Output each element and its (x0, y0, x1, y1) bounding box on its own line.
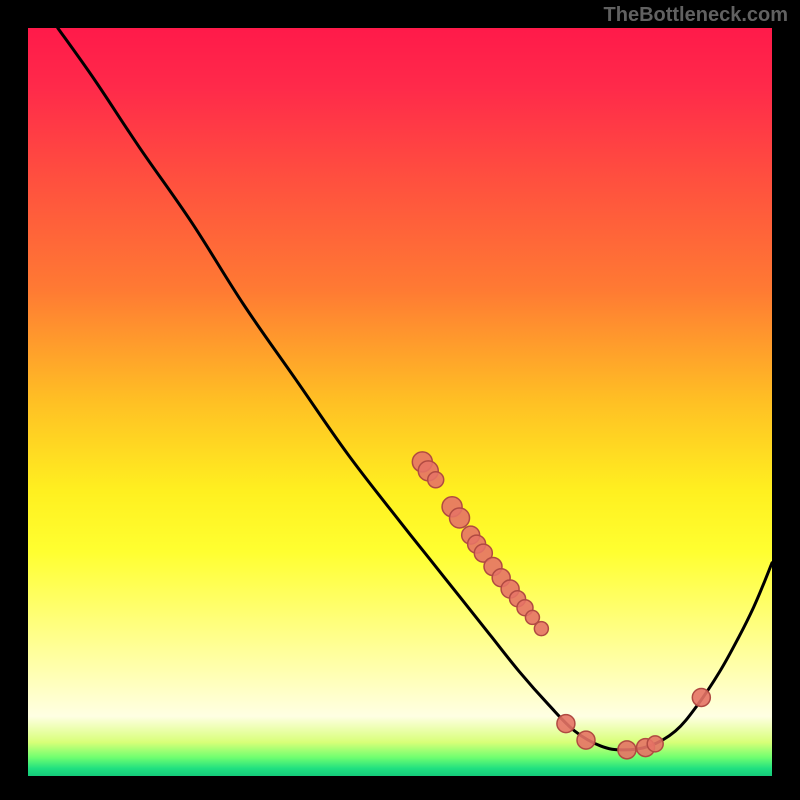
data-marker (450, 508, 470, 528)
data-marker (577, 731, 595, 749)
data-marker (692, 688, 710, 706)
data-marker (534, 622, 548, 636)
data-marker (618, 741, 636, 759)
data-marker (647, 736, 663, 752)
data-marker (557, 715, 575, 733)
data-marker (428, 472, 444, 488)
attribution-text: TheBottleneck.com (604, 4, 788, 27)
chart-background (28, 28, 772, 776)
bottleneck-curve-plot (28, 28, 772, 776)
chart-svg (28, 28, 772, 776)
